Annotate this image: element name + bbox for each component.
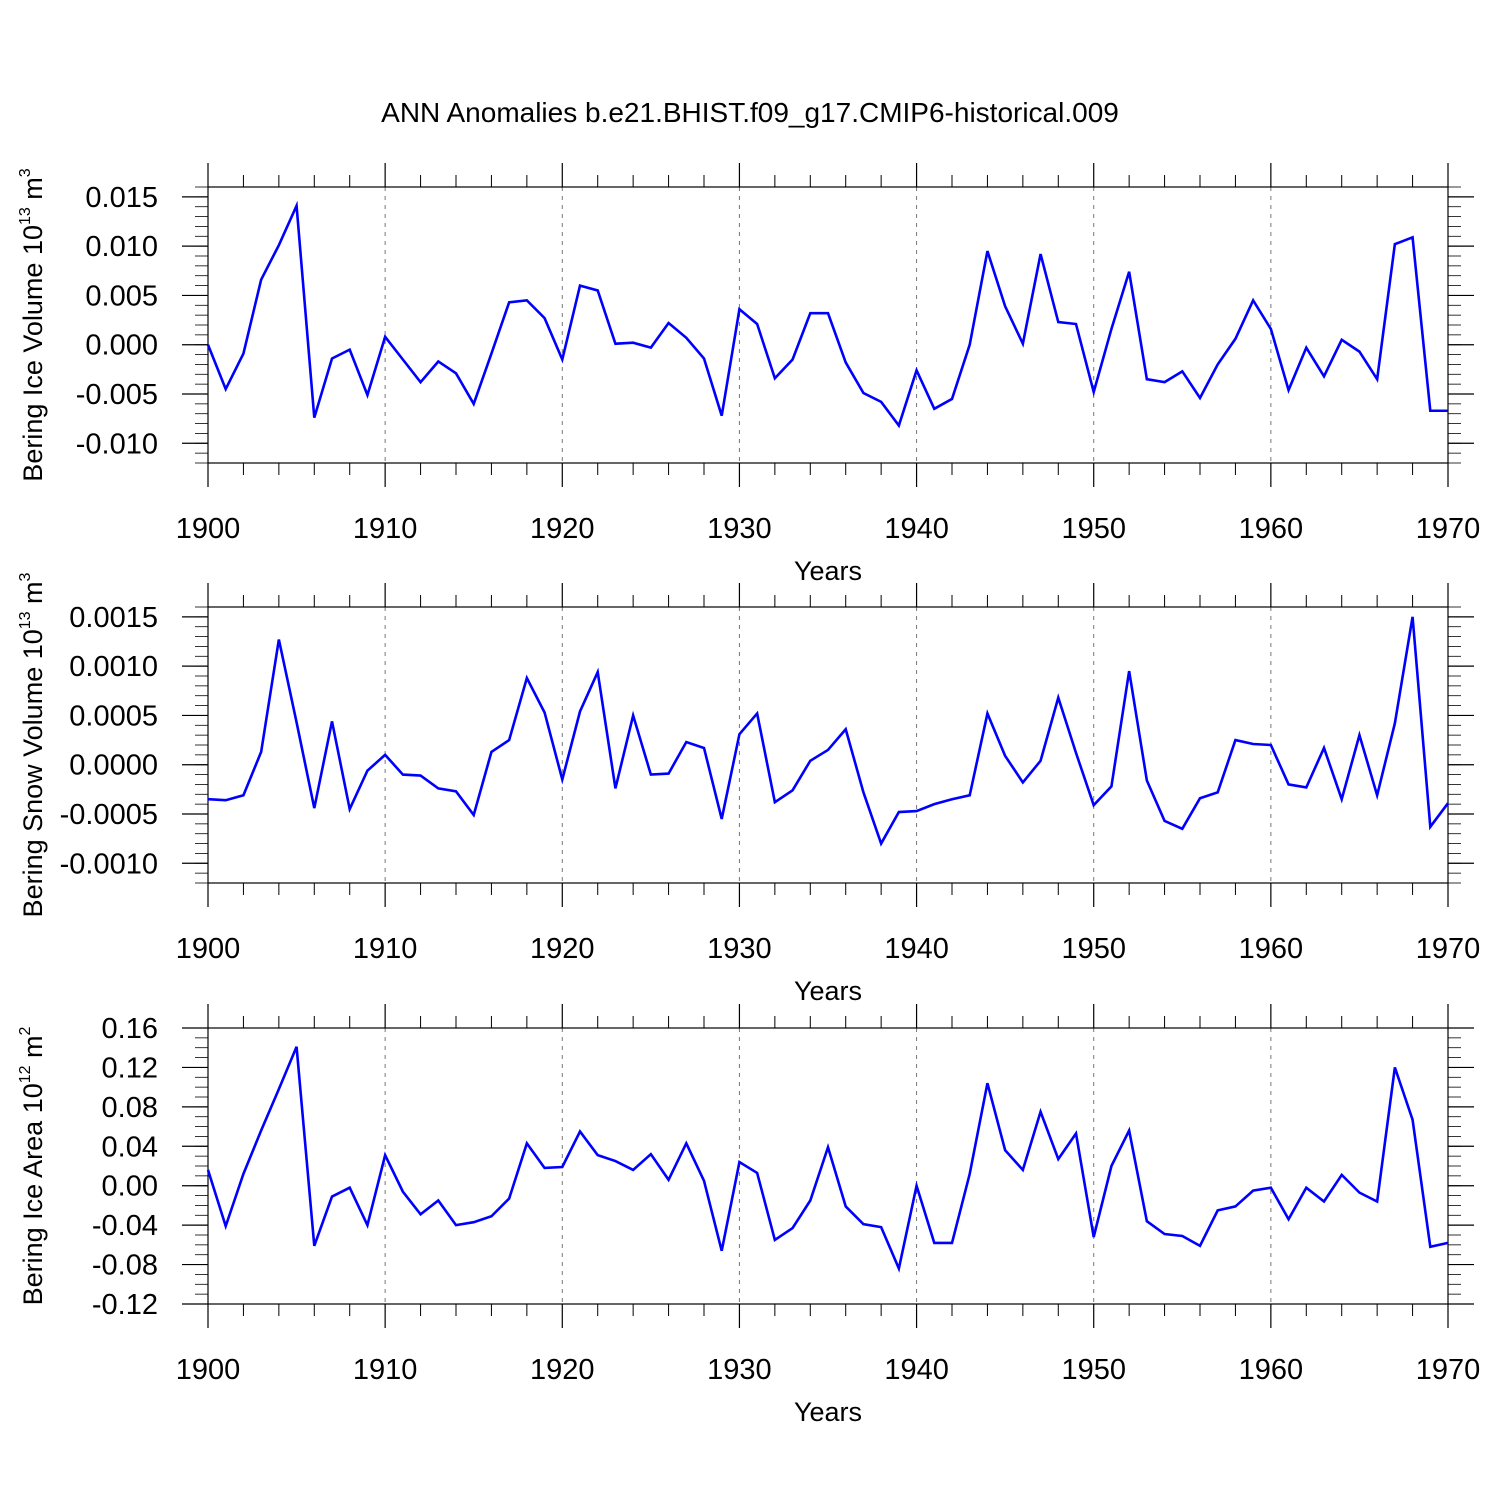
- panel-2: 1900 1910 1920 1930 1940 1950 1960 1970 -0.0010 -…: [17, 572, 1480, 1006]
- x-tick-label: 1950: [1061, 933, 1126, 965]
- x-tick-label: 1940: [884, 1354, 949, 1386]
- y-tick-label: -0.12: [92, 1289, 158, 1321]
- y-tick-label: 0.005: [85, 280, 158, 312]
- y-tick-label: -0.04: [92, 1210, 158, 1242]
- x-tick-label: 1930: [707, 1354, 772, 1386]
- x-tick-label: 1950: [1061, 1354, 1126, 1386]
- panel-3: 1900 1910 1920 1930 1940 1950 1960 1970 -0.12 -0.…: [17, 1004, 1480, 1427]
- panels: 1900 1910 1920 1930 1940 1950 1960 1970 -0.010 -0…: [17, 163, 1480, 1427]
- x-tick-label: 1930: [707, 933, 772, 965]
- x-tick-label: 1940: [884, 513, 949, 545]
- series-line: [206, 1046, 1449, 1273]
- series-line: [206, 200, 1448, 429]
- x-tick-label: 1910: [353, 1354, 418, 1386]
- y-tick-label: 0.0000: [69, 750, 158, 782]
- y-tick-label: -0.08: [92, 1250, 158, 1282]
- x-tick-label: 1920: [530, 513, 595, 545]
- x-tick-label: 1900: [176, 933, 241, 965]
- series-line: [207, 616, 1450, 847]
- x-tick-label: 1920: [530, 1354, 595, 1386]
- y-tick-label: 0.04: [102, 1131, 158, 1163]
- y-tick-label: 0.0005: [69, 700, 158, 732]
- y-axis-title: Bering Snow Volume 1013 m3: [17, 572, 48, 917]
- x-tick-label: 1970: [1416, 513, 1481, 545]
- y-tick-label: 0.010: [85, 231, 158, 263]
- x-tick-label: 1900: [176, 1354, 241, 1386]
- x-tick-label: 1970: [1416, 1354, 1481, 1386]
- x-axis-title: Years: [794, 1397, 862, 1427]
- panel-1: 1900 1910 1920 1930 1940 1950 1960 1970 -0.010 -0…: [17, 163, 1480, 586]
- x-axis-title: Years: [794, 556, 862, 586]
- y-axis-title: Bering Ice Volume 1013 m3: [17, 168, 48, 481]
- y-tick-label: -0.010: [76, 428, 158, 460]
- x-tick-label: 1920: [530, 933, 595, 965]
- plot-frame: [207, 1027, 1449, 1305]
- figure-title: ANN Anomalies b.e21.BHIST.f09_g17.CMIP6-…: [381, 97, 1119, 128]
- y-tick-label: 0.000: [85, 330, 158, 362]
- y-tick-label: 0.12: [102, 1052, 158, 1084]
- x-tick-label: 1960: [1239, 933, 1304, 965]
- x-axis-title: Years: [794, 976, 862, 1006]
- x-tick-label: 1960: [1239, 1354, 1304, 1386]
- y-tick-label: 0.015: [85, 182, 158, 214]
- plot-frame: [207, 186, 1449, 464]
- x-tick-label: 1900: [176, 513, 241, 545]
- y-tick-label: -0.0005: [60, 799, 158, 831]
- y-tick-label: -0.005: [76, 379, 158, 411]
- x-tick-label: 1960: [1239, 513, 1304, 545]
- x-tick-label: 1970: [1416, 933, 1481, 965]
- x-tick-label: 1910: [353, 933, 418, 965]
- x-tick-label: 1940: [884, 933, 949, 965]
- y-tick-label: -0.0010: [60, 848, 158, 880]
- x-tick-label: 1910: [353, 513, 418, 545]
- plot-frame: [207, 606, 1449, 884]
- y-tick-label: 0.0010: [69, 651, 158, 683]
- y-tick-label: 0.16: [102, 1013, 158, 1045]
- x-tick-label: 1930: [707, 513, 772, 545]
- y-tick-label: 0.0015: [69, 602, 158, 634]
- x-tick-label: 1950: [1061, 513, 1126, 545]
- y-axis-title: Bering Ice Area 1012 m2: [17, 1026, 48, 1305]
- y-tick-label: 0.08: [102, 1092, 158, 1124]
- y-tick-label: 0.00: [102, 1171, 158, 1203]
